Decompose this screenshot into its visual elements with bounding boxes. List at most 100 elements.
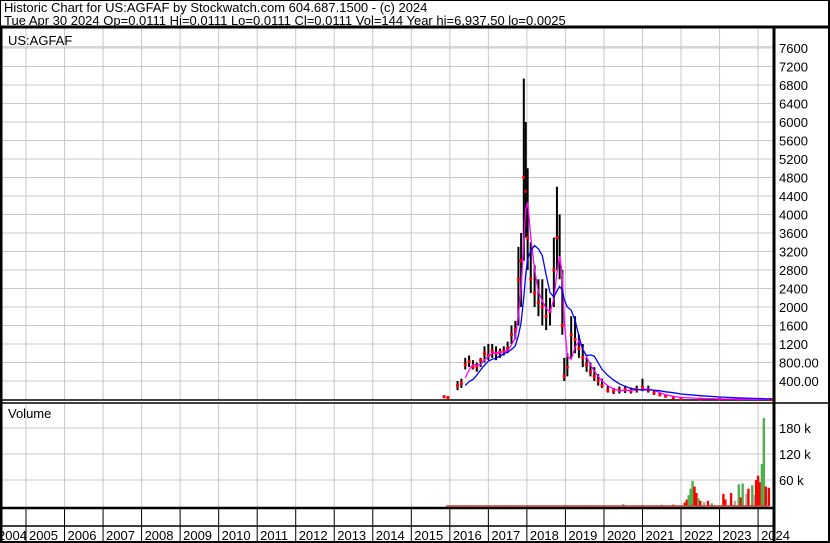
close-marker: [526, 236, 530, 240]
price-tick-label: 4800: [779, 171, 808, 186]
year-label: 2010: [222, 528, 251, 543]
volume-bar: [758, 482, 762, 506]
volume-bar: [767, 487, 771, 506]
year-label: 2004: [0, 528, 27, 543]
price-tick-label: 800.00: [779, 356, 819, 371]
price-tick-label: 1200: [779, 337, 808, 352]
short-moving-average: [464, 202, 772, 401]
price-tick-label: 2000: [779, 300, 808, 315]
close-marker: [471, 365, 475, 369]
close-marker: [506, 347, 510, 351]
volume-bar: [756, 475, 760, 506]
close-marker: [509, 333, 513, 337]
year-label: 2006: [68, 528, 97, 543]
close-marker: [446, 396, 450, 400]
close-marker: [555, 236, 559, 240]
volume-bar: [687, 495, 690, 506]
close-marker: [679, 397, 683, 401]
year-label: 2015: [414, 528, 443, 543]
volume-bar: [702, 502, 706, 506]
close-marker: [585, 363, 589, 367]
close-marker: [671, 396, 675, 400]
price-tick-label: 6800: [779, 78, 808, 93]
volume-bar: [729, 493, 733, 506]
close-marker: [442, 395, 446, 399]
year-label: 2024: [761, 528, 790, 543]
close-marker: [623, 387, 627, 391]
volume-tick-label: 60 k: [779, 473, 804, 488]
year-label: 2011: [260, 528, 288, 543]
chart-title: Historic Chart for US:AGFAF by Stockwatc…: [4, 0, 428, 15]
volume-bar: [693, 486, 696, 506]
price-tick-label: 6000: [779, 115, 808, 130]
price-tick-label: 6400: [779, 97, 808, 112]
close-marker: [658, 393, 662, 397]
volume-bar: [764, 486, 767, 506]
close-marker: [569, 333, 573, 337]
close-marker: [459, 381, 463, 385]
volume-bar: [745, 493, 748, 506]
price-panel-title: US:AGFAF: [8, 33, 72, 48]
close-marker: [629, 389, 633, 393]
close-marker: [640, 385, 644, 389]
close-marker: [513, 328, 517, 332]
close-marker: [536, 300, 540, 304]
volume-bar: [737, 484, 741, 506]
volume-bar: [697, 498, 700, 506]
volume-bar: [754, 480, 758, 506]
volume-bar: [710, 503, 714, 506]
quote-summary: Tue Apr 30 2024 Op=0.0111 Hi=0.0111 Lo=0…: [4, 13, 566, 28]
volume-bar: [741, 483, 744, 506]
close-marker: [467, 360, 471, 364]
volume-bar: [739, 497, 742, 506]
close-marker: [519, 259, 523, 263]
close-marker: [664, 394, 668, 398]
year-label: 2008: [145, 528, 174, 543]
close-marker: [573, 337, 577, 341]
year-label: 2022: [684, 528, 713, 543]
year-label: 2012: [299, 528, 328, 543]
volume-bar: [733, 500, 737, 506]
close-marker: [456, 384, 460, 388]
year-label: 2013: [337, 528, 366, 543]
close-marker: [502, 349, 506, 353]
volume-bar: [724, 499, 727, 506]
year-label: 2017: [491, 528, 520, 543]
close-marker: [588, 370, 592, 374]
price-tick-label: 3200: [779, 245, 808, 260]
close-marker: [596, 379, 600, 383]
year-label: 2020: [607, 528, 636, 543]
year-label: 2005: [29, 528, 58, 543]
year-label: 2018: [530, 528, 559, 543]
price-tick-label: 2400: [779, 282, 808, 297]
price-tick-label: 4000: [779, 208, 808, 223]
price-tick-label: 400.00: [779, 374, 819, 389]
year-label: 2007: [106, 528, 135, 543]
price-tick-label: 2800: [779, 263, 808, 278]
close-marker: [463, 363, 467, 367]
close-marker: [581, 356, 585, 360]
close-marker: [544, 314, 548, 318]
close-marker: [652, 391, 656, 395]
volume-bar: [762, 418, 766, 506]
volume-bar: [689, 488, 692, 506]
price-tick-label: 5200: [779, 152, 808, 167]
year-label: 2016: [453, 528, 482, 543]
close-marker: [612, 389, 616, 393]
close-marker: [562, 374, 566, 378]
volume-bar: [622, 504, 625, 506]
close-marker: [479, 358, 483, 362]
price-tick-label: 5600: [779, 134, 808, 149]
close-marker: [577, 347, 581, 351]
close-marker: [475, 364, 479, 368]
volume-bar: [747, 488, 750, 506]
volume-bar: [753, 495, 756, 506]
close-marker: [592, 374, 596, 378]
volume-tick-label: 120 k: [779, 447, 811, 462]
volume-bar: [706, 500, 710, 506]
close-marker: [565, 365, 569, 369]
close-marker: [560, 324, 564, 327]
close-marker: [552, 268, 556, 272]
